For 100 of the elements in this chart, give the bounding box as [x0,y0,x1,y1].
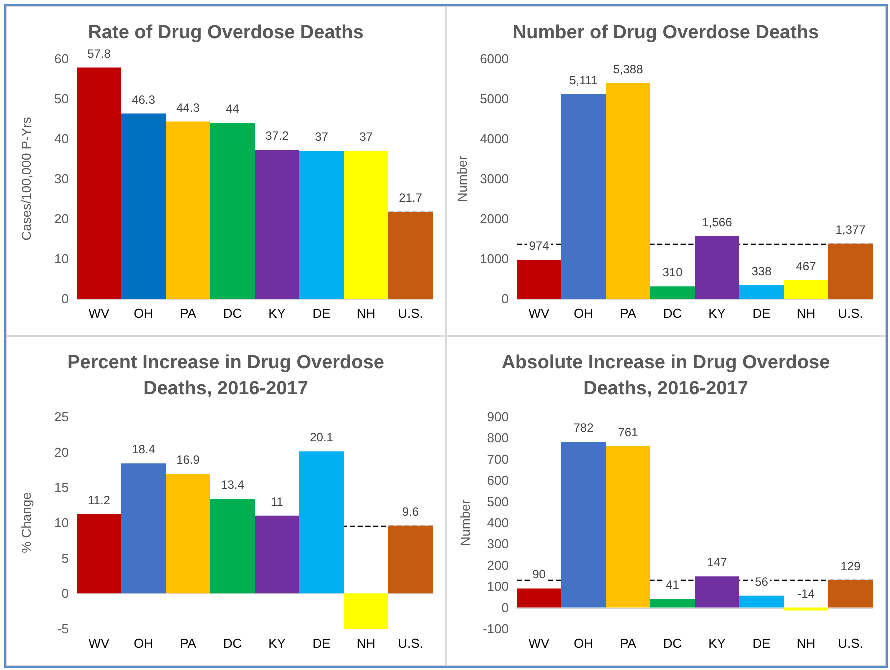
x-tick-label: NH [356,636,376,651]
x-tick-label: WV [88,306,110,321]
x-tick-label: DE [752,306,772,321]
data-label: 782 [574,421,594,436]
data-label: 9.6 [402,504,420,519]
bar [388,212,433,299]
bar [695,576,740,608]
y-tick-label: 60 [54,52,69,66]
bar [740,596,784,608]
bar [77,68,122,299]
x-tick-label: PA [620,636,637,651]
bar [606,83,650,299]
x-tick-label: KY [708,636,726,651]
bar [344,151,388,299]
x-tick-label: KY [268,636,286,651]
data-label: 21.7 [399,191,423,206]
bar [828,244,873,299]
bar [300,452,344,594]
data-label: 11.2 [88,494,111,508]
y-tick-label: 1000 [480,252,509,266]
y-tick-label: 500 [487,494,509,510]
data-label: 13.4 [221,478,245,492]
x-tick-label: PA [620,306,637,321]
x-tick-label: PA [180,636,197,651]
y-tick-label: 25 [54,410,69,424]
y-tick-label: 700 [487,452,509,467]
x-tick-label: DC [663,306,682,321]
data-label: 11 [271,494,284,509]
bar [784,608,828,611]
y-tick-label: 30 [54,172,69,186]
bar [255,516,300,594]
bar [517,260,562,299]
bar [695,236,740,299]
bar [210,123,255,299]
x-tick-label: PA [180,306,197,321]
bar [300,151,344,299]
bar [562,94,606,299]
data-label: 310 [662,266,684,280]
x-tick-label: DE [312,636,332,651]
x-tick-label: NH [796,306,816,321]
y-tick-label: 15 [54,480,69,496]
bar [77,514,122,594]
data-label: 41 [666,578,680,592]
data-label: 56 [755,574,769,589]
y-tick-label: 0 [502,600,509,616]
y-tick-label: 0 [502,292,509,306]
x-tick-label: OH [134,306,154,321]
y-axis-title: Number [458,499,474,546]
x-tick-label: WV [88,636,110,651]
x-tick-label: DC [223,636,242,651]
x-tick-label: U.S. [838,306,864,321]
data-label: 37 [315,130,329,144]
data-label: 5,111 [570,74,598,88]
chart-title: Number of Drug Overdose Deaths [512,22,820,44]
data-label: 46.3 [132,92,156,107]
bar [650,286,695,299]
y-tick-label: 5000 [480,92,509,106]
bar [517,588,562,608]
bar [122,114,166,299]
chart-title: Percent Increase in Drug Overdose Deaths, 2016-2017 [68,352,384,400]
y-tick-label: 6000 [480,52,509,66]
x-tick-label: U.S. [398,306,424,321]
x-tick-label: NH [796,636,816,651]
data-label: 90 [532,568,546,582]
data-label: 16.9 [176,453,200,468]
bar [562,442,606,608]
x-tick-label: U.S. [398,636,424,651]
x-tick-label: DE [312,306,332,321]
data-label: 147 [707,556,728,570]
bar [606,446,650,608]
data-label: 37.2 [266,129,290,144]
x-tick-label: NH [356,306,376,321]
y-axis-title: Cases/100,000 P-Yrs [19,116,34,241]
data-label: 761 [618,425,639,440]
y-axis-title: % Change [19,492,34,554]
bar [210,498,255,594]
y-tick-label: 0 [62,586,69,602]
bar [388,526,433,594]
bar [740,285,784,299]
data-label: 129 [840,559,862,574]
y-tick-label: 600 [487,473,509,488]
data-label: 338 [752,264,772,278]
x-tick-label: OH [574,306,594,321]
chart-title: Absolute Increase in Drug Overdose Deaths, 2016-2017 [502,352,830,400]
x-tick-label: WV [528,636,550,651]
data-label: 5,388 [613,62,644,76]
x-tick-label: KY [268,306,286,321]
data-label: -14 [798,586,816,601]
y-tick-label: 50 [54,92,69,106]
y-tick-label: 5 [62,550,69,566]
y-axis-title: Number [455,155,470,202]
data-label: 1,377 [836,222,866,237]
y-tick-label: 2000 [480,212,509,226]
data-label: 57.8 [88,46,112,61]
x-tick-label: OH [134,636,154,651]
x-tick-label: OH [574,636,594,651]
bar [255,150,300,299]
bar [784,280,828,299]
y-tick-label: 10 [54,252,69,266]
bar [344,594,388,629]
